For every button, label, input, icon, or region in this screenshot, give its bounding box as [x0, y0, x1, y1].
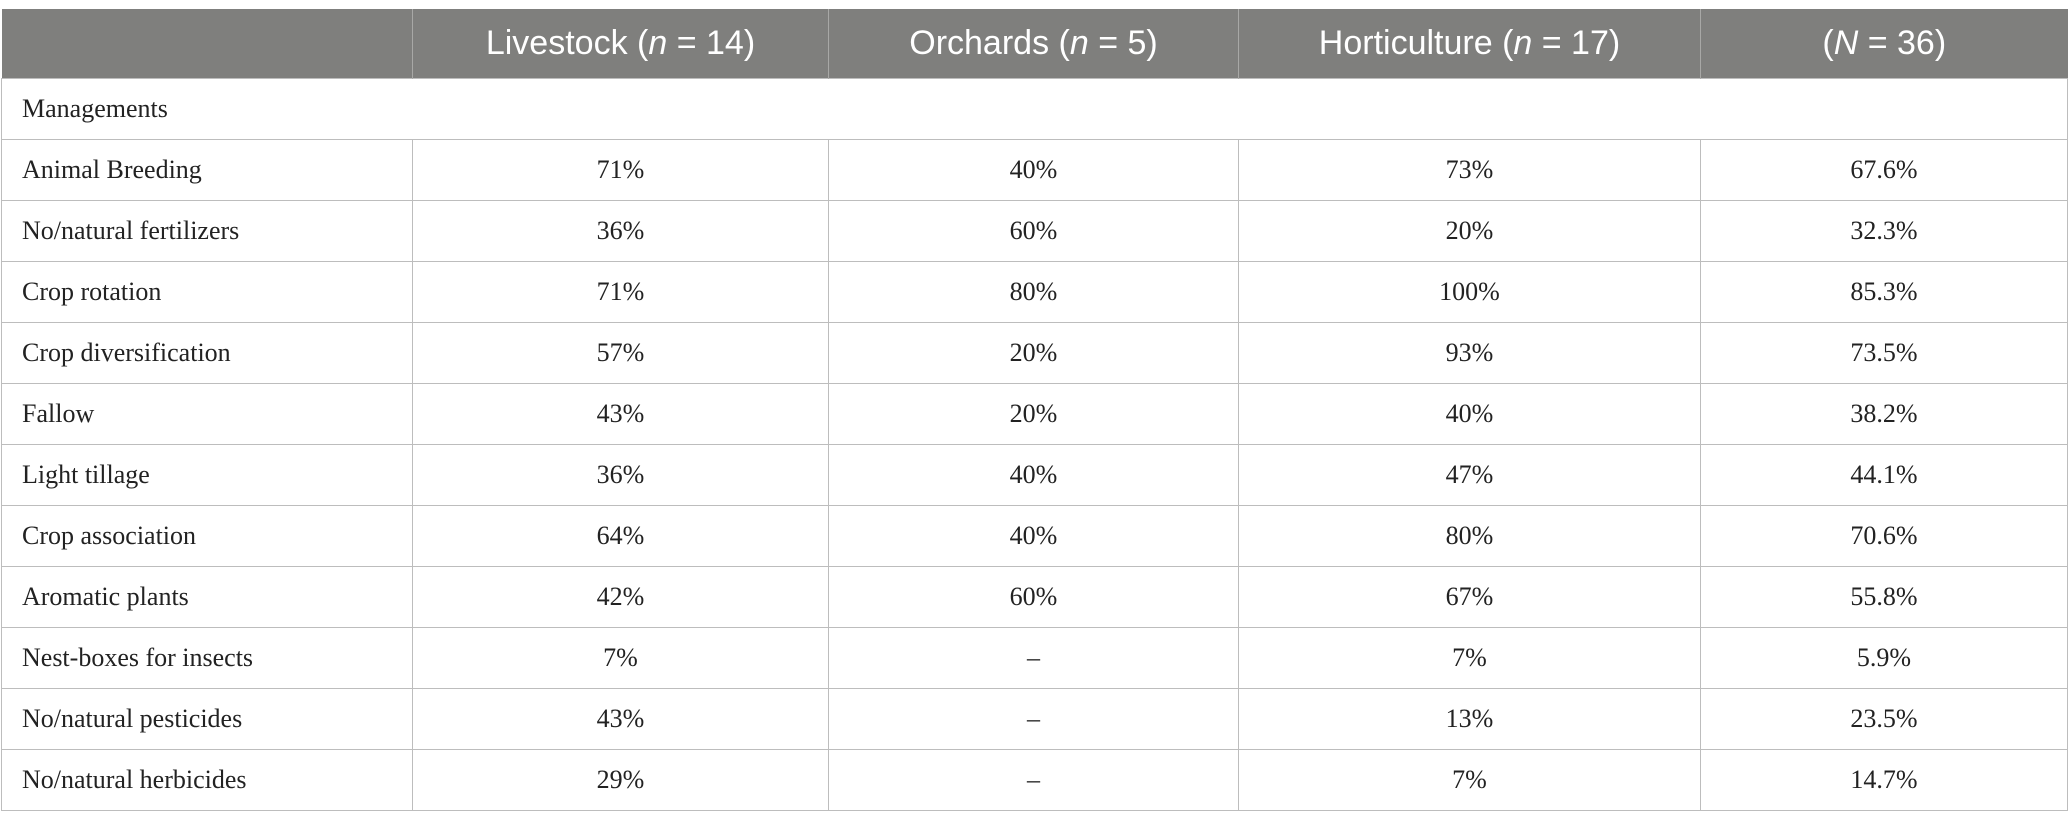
row-label: No/natural fertilizers — [1, 200, 413, 262]
header-text: = 36) — [1858, 24, 1947, 62]
table-row: Animal Breeding 71% 40% 73% 67.6% — [1, 139, 2068, 201]
cell: 80% — [1238, 505, 1701, 567]
table-row: Light tillage 36% 40% 47% 44.1% — [1, 444, 2068, 506]
cell: 40% — [828, 505, 1239, 567]
table-row: No/natural herbicides 29% –7% 14.7% — [1, 749, 2068, 811]
data-table: Livestock (n = 14) Orchards (n = 5) Hortic… — [1, 9, 2068, 811]
row-label: No/natural herbicides — [1, 749, 413, 811]
row-label: Crop rotation — [1, 261, 413, 323]
header-text: Orchards ( — [909, 24, 1070, 62]
table-row: Crop rotation 71% 80% 100% 85.3% — [1, 261, 2068, 323]
cell: 80% — [828, 261, 1239, 323]
cell: 14.7% — [1700, 749, 2068, 811]
cell: 32.3% — [1700, 200, 2068, 262]
header-row: Livestock (n = 14) Orchards (n = 5) Hortic… — [1, 9, 2068, 79]
header-cell: Livestock (n = 14) — [412, 9, 829, 79]
header-cell: Orchards (n = 5) — [828, 9, 1239, 79]
cell: 23.5% — [1700, 688, 2068, 750]
row-label: Animal Breeding — [1, 139, 413, 201]
cell: 7% — [1238, 749, 1701, 811]
cell: 60% — [828, 200, 1239, 262]
cell: 85.3% — [1700, 261, 2068, 323]
cell: 71% — [412, 139, 829, 201]
table-row: No/natural pesticides 43% –13% 23.5% — [1, 688, 2068, 750]
cell: 60% — [828, 566, 1239, 628]
cell: 40% — [828, 139, 1239, 201]
row-label: No/natural pesticides — [1, 688, 413, 750]
header-variable: n — [1513, 24, 1533, 62]
section-cell: Managements — [1, 78, 2068, 140]
table-body: Managements Animal Breeding 71% 40% 73% 67.6%… — [1, 78, 2068, 811]
header-text: = 17) — [1532, 24, 1621, 62]
cell: 43% — [412, 688, 829, 750]
cell: 38.2% — [1700, 383, 2068, 445]
cell: 55.8% — [1700, 566, 2068, 628]
cell: 13% — [1238, 688, 1701, 750]
cell: 73.5% — [1700, 322, 2068, 384]
cell: 20% — [1238, 200, 1701, 262]
row-label: Crop association — [1, 505, 413, 567]
header-variable: n — [648, 24, 668, 62]
table-row: Crop association 64% 40% 80% 70.6% — [1, 505, 2068, 567]
table-row: Fallow 43% 20% 40% 38.2% — [1, 383, 2068, 445]
header-text: Livestock ( — [485, 24, 649, 62]
cell: – — [828, 749, 1239, 811]
table-row: Crop diversification 57% 20% 93% 73.5% — [1, 322, 2068, 384]
cell: 20% — [828, 383, 1239, 445]
cell: 71% — [412, 261, 829, 323]
row-label: Crop diversification — [1, 322, 413, 384]
cell: 73% — [1238, 139, 1701, 201]
cell: 57% — [412, 322, 829, 384]
header-variable: N — [1833, 24, 1859, 62]
row-label: Aromatic plants — [1, 566, 413, 628]
cell: 36% — [412, 200, 829, 262]
header-cell: (N = 36) — [1700, 9, 2068, 79]
cell: 7% — [1238, 627, 1701, 689]
row-label: Light tillage — [1, 444, 413, 506]
table-row: No/natural fertilizers 36% 60% 20% 32.3% — [1, 200, 2068, 262]
header-cell: Horticulture (n = 17) — [1238, 9, 1701, 79]
cell: 40% — [1238, 383, 1701, 445]
table-row: Nest-boxes for insects 7% –7% 5.9% — [1, 627, 2068, 689]
cell: 67% — [1238, 566, 1701, 628]
cell: 70.6% — [1700, 505, 2068, 567]
header-text: = 14) — [667, 24, 756, 62]
cell: 40% — [828, 444, 1239, 506]
cell: 100% — [1238, 261, 1701, 323]
cell: 42% — [412, 566, 829, 628]
table-row: Aromatic plants 42% 60% 67% 55.8% — [1, 566, 2068, 628]
header-text: Horticulture ( — [1318, 24, 1514, 62]
cell: 93% — [1238, 322, 1701, 384]
cell: 5.9% — [1700, 627, 2068, 689]
row-label: Fallow — [1, 383, 413, 445]
cell: 43% — [412, 383, 829, 445]
header-cell — [1, 9, 413, 79]
section-row: Managements — [1, 78, 2068, 140]
cell: – — [828, 688, 1239, 750]
cell: 36% — [412, 444, 829, 506]
header-text: = 5) — [1088, 24, 1158, 62]
header-text: ( — [1822, 24, 1834, 62]
header-variable: n — [1069, 24, 1089, 62]
cell: 44.1% — [1700, 444, 2068, 506]
cell: 64% — [412, 505, 829, 567]
row-label: Nest-boxes for insects — [1, 627, 413, 689]
cell: 29% — [412, 749, 829, 811]
cell: – — [828, 627, 1239, 689]
cell: 7% — [412, 627, 829, 689]
cell: 67.6% — [1700, 139, 2068, 201]
cell: 47% — [1238, 444, 1701, 506]
cell: 20% — [828, 322, 1239, 384]
